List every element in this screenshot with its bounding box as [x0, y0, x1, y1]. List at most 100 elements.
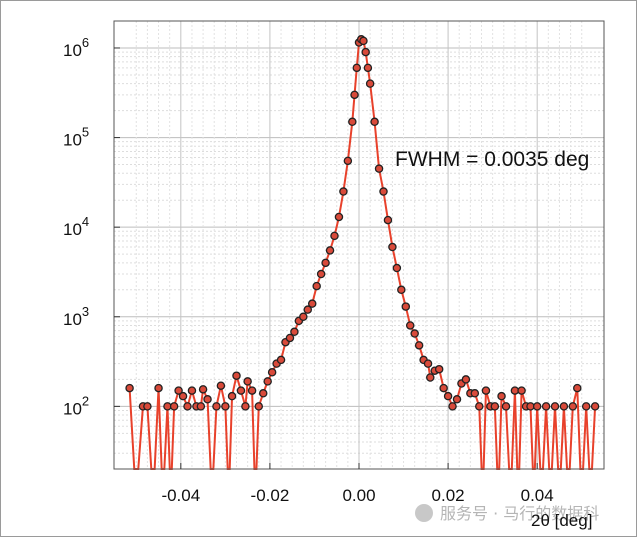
data-point — [243, 377, 252, 386]
data-point — [439, 383, 448, 393]
data-point — [169, 402, 179, 411]
data-point — [475, 402, 484, 411]
data-point — [359, 36, 368, 46]
data-point — [590, 402, 600, 411]
series-line-segment — [545, 406, 556, 470]
series-line-segment — [369, 83, 376, 122]
data-point — [339, 187, 348, 196]
y-tick-exponent: 6 — [82, 35, 89, 50]
data-point — [443, 391, 453, 401]
data-point — [276, 355, 286, 365]
x-tick-label: -0.04 — [161, 486, 200, 505]
data-point — [448, 402, 457, 411]
data-point — [236, 386, 246, 395]
data-point — [312, 281, 321, 291]
data-point — [383, 215, 393, 225]
series-line-segment — [536, 406, 548, 470]
data-point — [267, 368, 277, 377]
y-tick-exponent: 2 — [82, 393, 89, 408]
data-point — [559, 402, 569, 411]
data-point — [143, 402, 152, 411]
x-tick-label: 0.00 — [342, 486, 375, 505]
series-line-segment — [166, 406, 176, 470]
data-point — [178, 391, 188, 401]
data-point — [568, 402, 578, 411]
data-point — [434, 364, 444, 374]
series-line-segment — [337, 191, 345, 218]
data-point — [423, 359, 433, 368]
data-point — [452, 395, 462, 404]
y-tick-label: 104 — [63, 214, 89, 239]
series-line-segment — [513, 390, 523, 470]
y-tick-label: 105 — [63, 125, 89, 150]
series-line-segment — [386, 219, 394, 248]
data-point — [212, 402, 221, 411]
data-point — [581, 402, 591, 411]
data-point — [517, 386, 526, 395]
data-point — [330, 231, 339, 241]
data-point — [501, 402, 511, 411]
data-point — [573, 383, 582, 393]
y-tick-label: 102 — [63, 393, 89, 418]
y-tick-base: 10 — [63, 399, 82, 418]
data-point — [303, 305, 313, 314]
data-point — [365, 79, 375, 88]
series-line-segment — [342, 160, 349, 192]
data-point — [241, 402, 250, 411]
series-line-segment — [585, 406, 597, 470]
data-point — [361, 47, 370, 57]
data-point — [196, 402, 206, 411]
series-line-segment — [128, 388, 144, 470]
y-tick-base: 10 — [63, 310, 82, 329]
data-point — [481, 386, 491, 395]
data-point — [497, 391, 506, 401]
data-point — [316, 269, 326, 279]
data-point — [307, 299, 317, 308]
x-axis-label: 2θ [deg] — [531, 511, 592, 530]
data-point — [125, 383, 134, 393]
data-point — [227, 391, 237, 401]
data-point — [334, 212, 344, 222]
y-tick-base: 10 — [63, 220, 82, 239]
y-tick-exponent: 4 — [82, 214, 89, 229]
y-tick-label: 106 — [63, 35, 89, 60]
data-point — [290, 327, 299, 337]
data-point — [392, 263, 402, 273]
data-point — [397, 285, 406, 295]
data-point — [374, 164, 384, 173]
data-point — [174, 386, 183, 395]
data-point — [247, 386, 257, 395]
data-point — [363, 63, 373, 73]
data-point — [321, 258, 330, 268]
y-tick-label: 103 — [63, 304, 89, 329]
data-point — [216, 381, 226, 390]
data-point — [410, 329, 419, 338]
data-point — [343, 156, 353, 166]
data-point — [379, 187, 388, 196]
series-line-segment — [351, 94, 356, 122]
series-line-segment — [576, 388, 588, 470]
data-point — [550, 402, 560, 411]
data-point — [352, 63, 362, 73]
grid — [114, 20, 604, 470]
series-line-segment — [146, 388, 160, 470]
data-point — [221, 402, 230, 411]
data-point — [203, 395, 212, 404]
x-tick-label: 0.04 — [521, 486, 554, 505]
data-point — [325, 246, 335, 255]
data-point — [348, 117, 357, 127]
x-tick-label: -0.02 — [251, 486, 290, 505]
watermark: 服务号 · 马行的数据科 — [415, 504, 599, 523]
data-point — [470, 389, 480, 398]
data-point — [299, 312, 308, 322]
data-point — [154, 383, 163, 393]
watermark-text: 服务号 · 马行的数据科 — [440, 504, 599, 523]
series-line-segment — [157, 388, 169, 470]
data-point — [350, 90, 359, 100]
series-line-segment — [529, 406, 539, 470]
data-point — [187, 386, 197, 395]
data-point — [426, 373, 435, 382]
